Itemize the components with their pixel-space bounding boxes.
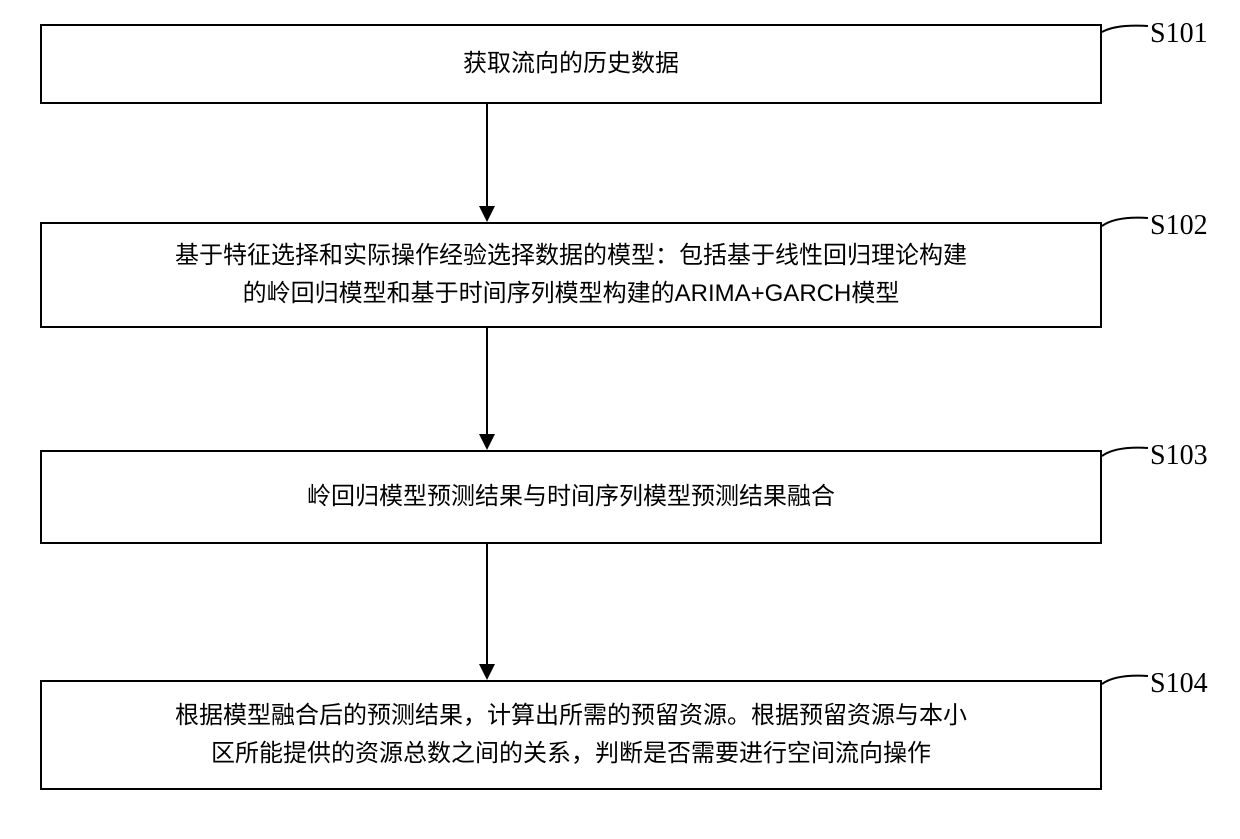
arrow-3-4 — [479, 544, 495, 680]
flow-step-3: 岭回归模型预测结果与时间序列模型预测结果融合 — [40, 450, 1102, 544]
step-label-3: S103 — [1150, 440, 1208, 472]
connector-3 — [1098, 444, 1152, 478]
connector-2 — [1098, 214, 1152, 248]
step-label-1: S101 — [1150, 18, 1208, 50]
flow-step-4-text: 根据模型融合后的预测结果，计算出所需的预留资源。根据预留资源与本小 区所能提供的… — [175, 697, 967, 774]
arrow-2-3 — [479, 328, 495, 450]
flow-step-1: 获取流向的历史数据 — [40, 24, 1102, 104]
flow-step-1-text: 获取流向的历史数据 — [463, 45, 679, 83]
connector-4 — [1098, 672, 1152, 706]
step-label-4: S104 — [1150, 668, 1208, 700]
flow-step-3-text: 岭回归模型预测结果与时间序列模型预测结果融合 — [307, 478, 835, 516]
flow-step-4: 根据模型融合后的预测结果，计算出所需的预留资源。根据预留资源与本小 区所能提供的… — [40, 680, 1102, 790]
connector-1 — [1098, 22, 1152, 56]
flow-step-2: 基于特征选择和实际操作经验选择数据的模型：包括基于线性回归理论构建 的岭回归模型… — [40, 222, 1102, 328]
flowchart-container: 获取流向的历史数据 S101 基于特征选择和实际操作经验选择数据的模型：包括基于… — [0, 0, 1240, 839]
step-label-2: S102 — [1150, 210, 1208, 242]
arrow-1-2 — [479, 104, 495, 222]
flow-step-2-text: 基于特征选择和实际操作经验选择数据的模型：包括基于线性回归理论构建 的岭回归模型… — [175, 237, 967, 314]
